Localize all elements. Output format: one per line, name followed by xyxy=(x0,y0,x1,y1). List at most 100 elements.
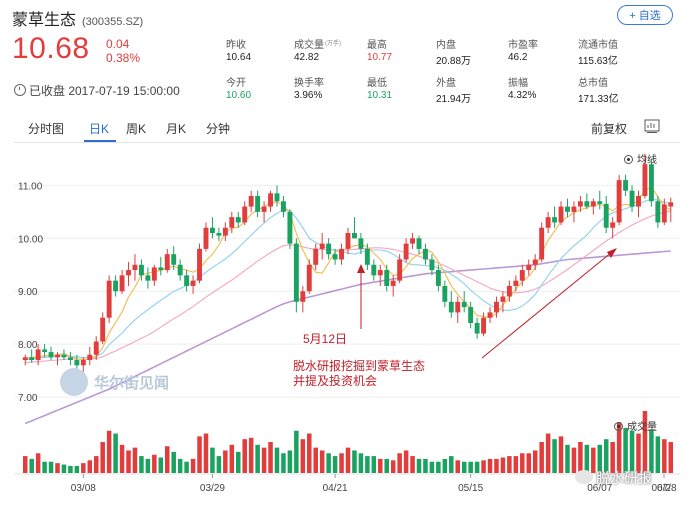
volume-bar xyxy=(190,458,196,473)
ma-legend-label: 均线 xyxy=(637,155,657,166)
tab-timeshare[interactable]: 分时图 xyxy=(28,122,65,136)
candle-body xyxy=(636,195,641,207)
volume-bar xyxy=(139,456,144,473)
volume-bar xyxy=(100,442,105,473)
tab-monthly-k[interactable]: 月K xyxy=(166,122,187,136)
volume-bar xyxy=(436,461,441,473)
volume-bar xyxy=(597,444,603,473)
add-watchlist-button[interactable]: + 自选 xyxy=(617,5,673,25)
stat-label: 最高 xyxy=(367,40,387,51)
candle-body xyxy=(93,341,99,355)
volume-bar xyxy=(339,453,344,473)
volume-bar xyxy=(352,450,357,473)
volume-bar xyxy=(513,456,519,473)
candle-body xyxy=(494,301,499,313)
candle-body xyxy=(209,227,215,234)
stat-label: 换手率 xyxy=(294,78,324,89)
market-status: 已收盘 2017-07-19 15:00:00 xyxy=(14,82,180,99)
candle-body xyxy=(138,264,144,276)
candle-body xyxy=(293,243,299,302)
volume-bar xyxy=(545,433,551,473)
volume-bar xyxy=(261,447,267,473)
candle-body xyxy=(571,206,577,212)
stat-unit: (万手) xyxy=(325,41,341,47)
candle-body xyxy=(532,259,538,265)
volume-bar xyxy=(371,456,377,473)
candle-body xyxy=(113,280,119,292)
volume-bar xyxy=(158,457,164,473)
stat-label: 流通市值 xyxy=(578,40,618,51)
tab-daily-k[interactable]: 日K xyxy=(89,122,110,136)
volume-bar xyxy=(197,436,202,473)
volume-bar xyxy=(397,453,402,473)
volume-bar xyxy=(171,451,176,473)
volume-bar xyxy=(132,447,138,473)
active-tab-underline xyxy=(84,140,116,142)
candle-body xyxy=(384,270,390,286)
candle-body xyxy=(177,264,183,276)
candle-body xyxy=(197,248,202,281)
candle-body xyxy=(100,317,106,342)
volume-bar xyxy=(616,422,622,473)
candle-body xyxy=(590,201,596,207)
candle-body xyxy=(642,164,648,196)
volume-bar xyxy=(74,465,80,473)
candle-body xyxy=(435,270,441,286)
volume-bar xyxy=(300,439,306,473)
radio-icon xyxy=(614,422,623,431)
y-tick-label: 11.00 xyxy=(18,181,43,192)
volume-bar xyxy=(203,433,209,473)
candle-body xyxy=(255,195,261,212)
candle-body xyxy=(539,227,545,260)
volume-bar xyxy=(210,447,215,473)
candle-body xyxy=(184,275,190,286)
adjust-forward-button[interactable]: 前复权 xyxy=(591,122,628,136)
y-tick-label: 7.00 xyxy=(18,393,38,404)
candle-body xyxy=(474,322,480,334)
stat-value: 20.88万 xyxy=(436,56,472,67)
volume-bar xyxy=(326,453,331,473)
stat-value: 171.33亿 xyxy=(578,94,619,105)
candle-body xyxy=(616,180,622,223)
volume-bar xyxy=(642,411,648,473)
stat-value: 46.2 xyxy=(508,52,528,63)
candle-body xyxy=(203,227,209,249)
candle-body xyxy=(390,280,396,286)
volume-legend[interactable]: 成交量 xyxy=(614,418,657,433)
volume-bar xyxy=(307,433,312,473)
volume-bar xyxy=(500,457,506,473)
volume-bar xyxy=(487,458,493,473)
stat-label: 总市值 xyxy=(578,78,608,89)
tab-weekly-k[interactable]: 周K xyxy=(126,122,147,136)
candle-body xyxy=(274,193,280,202)
volume-bar xyxy=(22,456,28,473)
volume-bar xyxy=(48,461,54,473)
stat-label: 市盈率 xyxy=(508,40,538,51)
kline-chart[interactable]: 11.00 10.00 9.00 8.00 7.00 03/08 03/29 04/21 05/… xyxy=(14,143,680,512)
volume-bar xyxy=(636,433,641,473)
candle-body xyxy=(423,248,428,260)
volume-bar xyxy=(332,456,338,473)
x-tick-label: 06/28 xyxy=(651,483,676,494)
y-tick-label: 9.00 xyxy=(18,287,38,298)
candle-body xyxy=(603,203,609,228)
volume-bar xyxy=(126,450,131,473)
candle-body xyxy=(80,360,86,366)
candle-body xyxy=(500,296,506,302)
volume-bar xyxy=(552,439,557,473)
candle-body xyxy=(313,248,319,265)
volume-bar xyxy=(429,461,435,473)
candle-body xyxy=(248,195,254,207)
annotation-line-1: 脱水研报挖掘到蒙草生态 xyxy=(293,359,426,373)
stat-value: 10.77 xyxy=(367,52,393,63)
ma60-line xyxy=(24,250,671,425)
candle-body xyxy=(552,217,558,223)
chart-settings-icon[interactable] xyxy=(644,119,660,133)
tab-minute[interactable]: 分钟 xyxy=(206,122,231,136)
change-percent: 0.38% xyxy=(106,51,141,65)
candle-body xyxy=(610,222,616,228)
volume-bar xyxy=(255,444,260,473)
stat-label: 最低 xyxy=(367,78,387,89)
ma-legend[interactable]: 均线 xyxy=(624,151,657,166)
candle-body xyxy=(87,354,93,361)
